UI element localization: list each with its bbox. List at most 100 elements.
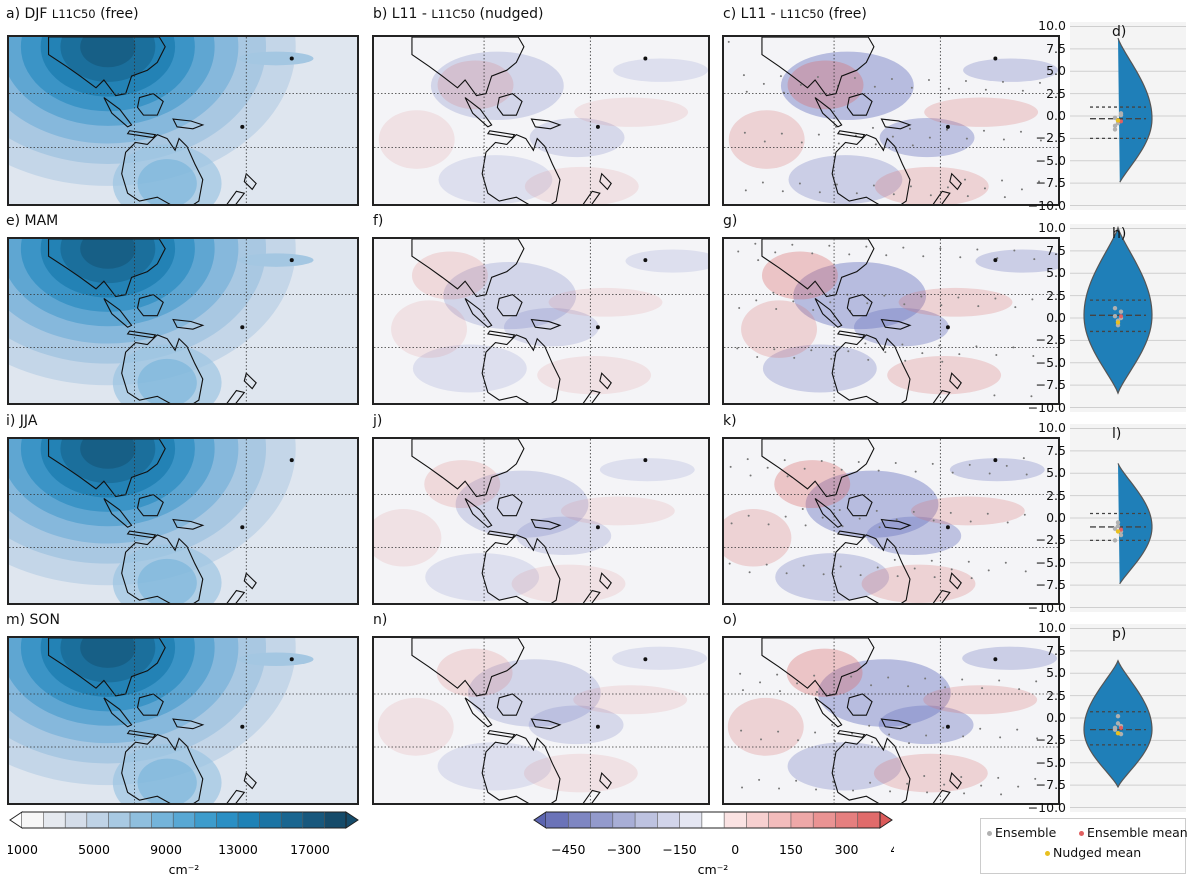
panel-a-title: a) DJF L11C50 (free) xyxy=(6,6,139,22)
nudged-mean-point xyxy=(1115,529,1121,534)
ensemble-point xyxy=(1112,127,1118,132)
ensemble-point xyxy=(1112,727,1118,732)
violin-ytick-label: 2.5 xyxy=(1046,687,1066,703)
panel-h-title: h) xyxy=(1112,226,1127,242)
ensemble-point xyxy=(1118,112,1124,118)
colorbar-tick-label: 17000 xyxy=(290,842,330,857)
map-drawing xyxy=(9,37,357,204)
colorbar-swatch xyxy=(612,812,636,828)
violin-ytick-label: −7.5 xyxy=(1035,577,1066,593)
colorbar-swatch xyxy=(130,812,153,828)
violin-body xyxy=(1117,37,1153,183)
violin-ytick-label: 0.0 xyxy=(1046,108,1066,123)
colorbar-right-arrow xyxy=(345,811,359,829)
panel-j-title: j) xyxy=(373,413,383,429)
map-drawing xyxy=(374,37,708,204)
violin-ytick-label: 7.5 xyxy=(1046,242,1066,258)
colorbar-right-arrow xyxy=(879,811,893,829)
panel-p-title: p) xyxy=(1112,626,1127,642)
ensemble-marker xyxy=(987,831,992,836)
colorbar-swatch xyxy=(108,812,131,828)
violin-ytick-label: 10.0 xyxy=(1038,420,1066,436)
colorbar-swatch xyxy=(302,812,325,828)
map-drawing xyxy=(724,239,1058,403)
map-o xyxy=(722,636,1060,805)
panel-o-title: o) xyxy=(723,612,738,628)
panel-m-title: m) SON xyxy=(6,612,60,628)
violin-ytick-label: 7.5 xyxy=(1046,40,1066,56)
ensemble-point xyxy=(1112,526,1118,531)
ensemble-point xyxy=(1112,305,1118,311)
colorbar-tick-label: 1000 xyxy=(8,842,38,857)
violin-ytick-label: 5.0 xyxy=(1046,665,1066,681)
colorbar-tick-label: −150 xyxy=(662,842,696,857)
violin-l-svg xyxy=(1070,427,1186,609)
violin-h xyxy=(1070,224,1186,412)
violin-ytick-label: 2.5 xyxy=(1046,287,1066,303)
colorbar-left-arrow xyxy=(533,811,547,829)
map-drawing xyxy=(724,37,1058,204)
colorbar-tick-label: −300 xyxy=(607,842,641,857)
panel-l-title: l) xyxy=(1112,426,1122,442)
violin-p xyxy=(1070,624,1186,812)
colorbar-unit-label: cm⁻² xyxy=(169,862,200,877)
panel-i-title: i) JJA xyxy=(6,413,38,429)
legend-ensemble: Ensemble xyxy=(987,825,1056,840)
violin-ytick-label: −5.0 xyxy=(1035,152,1066,168)
panel-b-title: b) L11 - L11C50 (nudged) xyxy=(373,6,544,22)
violin-ytick-label: −10.0 xyxy=(1027,799,1066,815)
violin-ytick-label: 10.0 xyxy=(1038,220,1066,236)
violin-l xyxy=(1070,424,1186,612)
panel-k-title: k) xyxy=(723,413,737,429)
colorbar-tick-label: 5000 xyxy=(78,842,110,857)
colorbar-swatch xyxy=(590,812,614,828)
violin-ytick-label: −5.0 xyxy=(1035,354,1066,370)
nudged-mean-marker xyxy=(1045,851,1050,856)
ensemble-point xyxy=(1112,538,1118,543)
map-c xyxy=(722,35,1060,206)
violin-h-svg xyxy=(1070,225,1186,409)
ensemble-point xyxy=(1118,532,1124,538)
violin-ytick-label: −2.5 xyxy=(1035,332,1066,348)
violin-ytick-label: −2.5 xyxy=(1035,532,1066,548)
colorbar-swatch xyxy=(835,812,859,828)
map-drawing xyxy=(9,638,357,803)
violin-ytick-label: 5.0 xyxy=(1046,265,1066,281)
colorbar-swatch xyxy=(790,812,814,828)
ensemble-point xyxy=(1115,721,1121,726)
colorbar-tick-label: 13000 xyxy=(218,842,258,857)
colorbar-tick-label: 9000 xyxy=(150,842,182,857)
colorbar-difference: −450 −300 −150 0 150 300 450 cm⁻² xyxy=(533,811,894,877)
map-n xyxy=(372,636,710,805)
violin-ytick-label: 0.0 xyxy=(1046,710,1066,725)
ensemble-mean-point xyxy=(1119,725,1123,730)
violin-legend: Ensemble Ensemble mean Nudged mean xyxy=(980,818,1188,874)
map-drawing xyxy=(9,239,357,403)
colorbar-swatch xyxy=(657,812,681,828)
panel-c-title: c) L11 - L11C50 (free) xyxy=(723,6,867,22)
colorbar-swatch xyxy=(65,812,88,828)
nudged-mean-point xyxy=(1115,118,1121,123)
violin-ytick-label: −10.0 xyxy=(1027,599,1066,615)
violin-ytick-label: −7.5 xyxy=(1035,175,1066,191)
colorbar-swatch xyxy=(194,812,217,828)
map-e xyxy=(7,237,359,405)
map-m xyxy=(7,636,359,805)
ensemble-point xyxy=(1112,115,1118,120)
violin-ytick-label: 5.0 xyxy=(1046,63,1066,79)
violin-d-svg xyxy=(1070,25,1186,207)
map-i xyxy=(7,437,359,605)
map-drawing xyxy=(374,439,708,603)
colorbar-swatch xyxy=(151,812,174,828)
colorbar-absolute: 1000 5000 9000 13000 17000 cm⁻² xyxy=(8,811,359,877)
ensemble-point xyxy=(1118,309,1124,314)
violin-ytick-label: 7.5 xyxy=(1046,642,1066,658)
colorbar-swatch xyxy=(701,812,725,828)
panel-e-title: e) MAM xyxy=(6,213,59,229)
colorbar-swatch xyxy=(768,812,792,828)
violin-ytick-label: 0.0 xyxy=(1046,310,1066,325)
ensemble-point xyxy=(1112,314,1118,319)
violin-ytick-label: −5.0 xyxy=(1035,754,1066,770)
violin-ytick-label: −7.5 xyxy=(1035,777,1066,793)
colorbar-swatch xyxy=(324,812,347,828)
